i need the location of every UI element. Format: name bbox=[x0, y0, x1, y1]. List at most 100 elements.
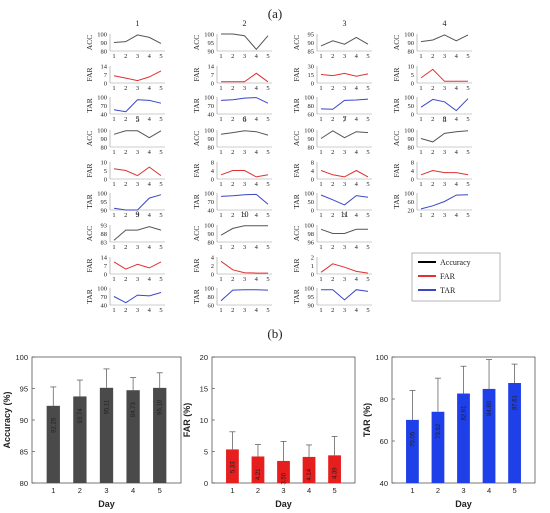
axis-label-tar-7: TAR bbox=[292, 194, 301, 208]
x-tick-tar-5-4: 5 bbox=[159, 212, 162, 219]
x-tick-tar-5-0: 1 bbox=[112, 212, 115, 219]
axis-label-far-2: FAR bbox=[192, 67, 201, 81]
x-tick-acc-3-4: 5 bbox=[366, 53, 369, 60]
x-tick-far-4-0: 1 bbox=[419, 85, 422, 92]
bar-chart-tar: 40 60 80 100 TAR (%) Day 70.05 1 73.92 2 82.61 3 84.… bbox=[362, 353, 536, 509]
x-tick-tar-4-0: 1 bbox=[419, 116, 422, 123]
bar-chart-accuracy: 80 85 90 95 100 Accuracy (%) Day 92.25 1 93.74 2 95… bbox=[2, 353, 182, 509]
axis-label-far-9: FAR bbox=[85, 258, 94, 272]
tick-label-far-4-1: 5 bbox=[411, 72, 414, 79]
x-tick-tar-9-3: 4 bbox=[148, 307, 152, 314]
x-tick-acc-8-2: 3 bbox=[443, 149, 446, 156]
tick-label-acc-7-1: 90 bbox=[308, 136, 315, 143]
bar-value-label-tar-3: 82.61 bbox=[462, 405, 468, 421]
x-tick-label-far-5: 5 bbox=[332, 486, 336, 495]
x-tick-acc-4-0: 1 bbox=[419, 53, 422, 60]
tick-label-far-10-0: 4 bbox=[211, 255, 215, 262]
series-line-tar-6 bbox=[220, 193, 269, 205]
tick-label-tar-6-2: 40 bbox=[208, 208, 215, 215]
axis-label-tar-2: TAR bbox=[192, 98, 201, 112]
tick-label-tar-5-1: 95 bbox=[101, 199, 108, 206]
tick-label-far-2-1: 7 bbox=[211, 72, 215, 79]
x-tick-tar-3-2: 3 bbox=[343, 116, 346, 123]
axis-label-acc-4: ACC bbox=[392, 35, 401, 50]
tick-label-acc-11-2: 96 bbox=[308, 240, 315, 247]
legend-label-tar: TAR bbox=[440, 286, 456, 295]
x-tick-far-6-3: 4 bbox=[255, 181, 259, 188]
subject-title-3: 3 bbox=[343, 19, 347, 28]
x-tick-acc-8-3: 4 bbox=[455, 149, 459, 156]
tick-label-acc-8-2: 80 bbox=[408, 145, 415, 152]
x-tick-far-10-2: 3 bbox=[243, 276, 246, 283]
y-tick-label-tar-2: 80 bbox=[380, 395, 388, 404]
tick-label-acc-7-2: 80 bbox=[308, 145, 315, 152]
y-tick-label-far-1: 5 bbox=[204, 448, 208, 457]
x-tick-far-9-2: 3 bbox=[136, 276, 139, 283]
bar-value-label-tar-2: 73.92 bbox=[436, 423, 442, 439]
tick-label-far-8-2: 0 bbox=[411, 177, 414, 184]
tick-label-acc-4-0: 100 bbox=[404, 32, 414, 39]
axis-label-acc-5: ACC bbox=[85, 131, 94, 146]
x-tick-acc-1-0: 1 bbox=[112, 53, 115, 60]
tick-label-far-6-2: 0 bbox=[211, 177, 214, 184]
x-tick-far-3-4: 5 bbox=[366, 85, 369, 92]
x-tick-far-1-3: 4 bbox=[148, 85, 152, 92]
tick-label-tar-3-0: 100 bbox=[304, 95, 314, 102]
series-line-acc-10 bbox=[220, 225, 268, 236]
subject-title-8: 8 bbox=[443, 115, 447, 124]
x-tick-far-3-2: 3 bbox=[343, 85, 346, 92]
tick-label-acc-8-0: 100 bbox=[404, 128, 414, 135]
tick-label-far-5-0: 10 bbox=[101, 160, 108, 167]
axis-label-acc-6: ACC bbox=[192, 131, 201, 146]
x-tick-label-tar-2: 2 bbox=[436, 486, 440, 495]
series-line-far-1 bbox=[113, 70, 162, 82]
bar-value-label-accuracy-3: 95.11 bbox=[105, 399, 111, 414]
x-tick-acc-1-3: 4 bbox=[148, 53, 152, 60]
tick-label-tar-2-2: 40 bbox=[208, 112, 215, 119]
x-axis-label-accuracy: Day bbox=[98, 499, 115, 509]
x-tick-label-accuracy-4: 4 bbox=[131, 486, 135, 495]
bar-far-4 bbox=[302, 456, 316, 483]
tick-label-far-6-1: 4 bbox=[211, 168, 215, 175]
series-line-far-3 bbox=[320, 72, 369, 77]
axis-label-far-3: FAR bbox=[292, 67, 301, 81]
x-tick-acc-6-1: 2 bbox=[231, 149, 234, 156]
x-tick-label-far-4: 4 bbox=[307, 486, 311, 495]
x-tick-far-3-3: 4 bbox=[355, 85, 359, 92]
tick-label-acc-1-2: 80 bbox=[101, 49, 108, 56]
series-line-acc-5 bbox=[113, 130, 162, 139]
x-tick-far-1-1: 2 bbox=[124, 85, 127, 92]
tick-label-tar-9-0: 100 bbox=[97, 286, 107, 293]
series-line-tar-9 bbox=[113, 292, 162, 304]
x-tick-tar-7-2: 3 bbox=[343, 212, 346, 219]
x-tick-far-6-0: 1 bbox=[219, 181, 222, 188]
x-tick-tar-11-4: 5 bbox=[366, 307, 369, 314]
tick-label-acc-6-2: 80 bbox=[208, 145, 215, 152]
x-tick-label-far-2: 2 bbox=[256, 486, 260, 495]
x-tick-far-4-3: 4 bbox=[455, 85, 459, 92]
x-tick-tar-6-4: 5 bbox=[266, 212, 269, 219]
series-line-far-9 bbox=[113, 261, 162, 270]
series-line-acc-7 bbox=[320, 130, 369, 139]
tick-label-acc-10-0: 100 bbox=[204, 223, 214, 230]
x-tick-far-7-3: 4 bbox=[355, 181, 359, 188]
x-tick-tar-1-0: 1 bbox=[112, 116, 115, 123]
tick-label-far-10-1: 2 bbox=[211, 263, 214, 270]
x-tick-tar-10-2: 3 bbox=[243, 307, 246, 314]
tick-label-tar-11-0: 100 bbox=[304, 286, 314, 293]
tick-label-tar-8-1: 60 bbox=[408, 199, 415, 206]
tick-label-tar-4-1: 50 bbox=[408, 103, 415, 110]
tick-label-acc-2-0: 100 bbox=[204, 32, 214, 39]
x-tick-tar-11-3: 4 bbox=[355, 307, 359, 314]
x-tick-far-5-3: 4 bbox=[148, 181, 152, 188]
tick-label-tar-5-2: 90 bbox=[101, 208, 108, 215]
panel-label-a: (a) bbox=[268, 6, 282, 21]
series-line-tar-1 bbox=[113, 99, 162, 113]
x-tick-tar-1-4: 5 bbox=[159, 116, 162, 123]
bar-accuracy-5 bbox=[153, 387, 167, 483]
bar-tar-4 bbox=[482, 388, 496, 483]
